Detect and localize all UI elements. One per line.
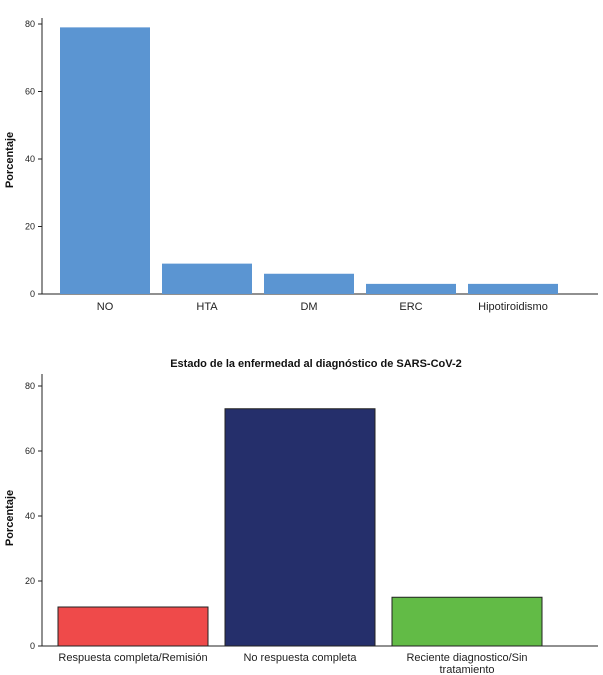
y-tick-label: 20 [25,576,35,586]
bar [468,283,558,294]
x-category-label: No respuesta completa [243,652,357,664]
y-tick-label: 40 [25,154,35,164]
x-category-label: ERC [399,301,422,313]
disease-status-bar-chart: Estado de la enfermedad al diagnóstico d… [4,358,598,675]
bar [60,27,150,294]
chart-1-bars [60,27,558,294]
bar [264,273,354,294]
x-category-label: HTA [196,301,218,313]
x-category-label: Hipotiroidismo [478,301,548,313]
y-tick-label: 0 [30,641,35,651]
chart-2-y-ticks: 0 20 40 60 80 [25,381,42,651]
chart-2-y-axis-title: Porcentaje [4,490,16,546]
bar [366,283,456,294]
chart-2-bars [57,408,543,647]
x-category-label: DM [300,301,317,313]
y-tick-label: 40 [25,511,35,521]
x-category-label: NO [97,301,114,313]
bar [391,596,543,647]
chart-1-y-ticks: 0 20 40 60 80 [25,19,42,299]
x-category-label: Respuesta completa/Remisión [58,652,207,664]
chart-1-y-axis-title: Porcentaje [4,132,16,188]
y-tick-label: 60 [25,87,35,97]
y-tick-label: 80 [25,381,35,391]
chart-1-x-labels: NO HTA DM ERC Hipotiroidismo [97,301,548,313]
bar [224,408,376,647]
y-tick-label: 0 [30,289,35,299]
y-tick-label: 80 [25,19,35,29]
chart-2-title: Estado de la enfermedad al diagnóstico d… [170,358,462,370]
bar [57,606,209,647]
y-tick-label: 60 [25,446,35,456]
bar [162,263,252,294]
comorbidities-bar-chart: Porcentaje 0 20 40 60 80 NO HTA DM ERC Hipotiroi… [4,18,598,313]
x-category-label: Reciente diagnostico/Sin tratamiento [406,652,527,675]
chart-2-x-labels: Respuesta completa/Remisión No respuesta … [58,652,527,675]
y-tick-label: 20 [25,222,35,232]
